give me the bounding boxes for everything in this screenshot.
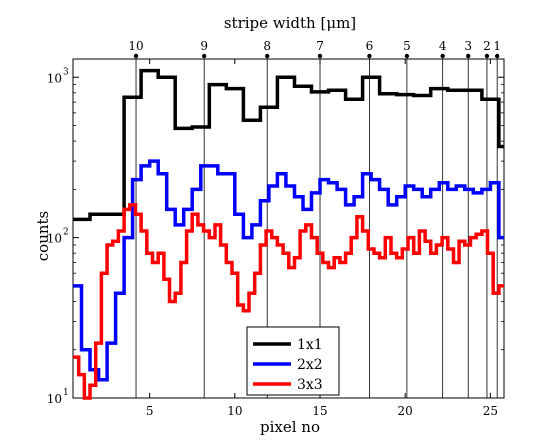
stripe-marker-label: 2	[483, 39, 491, 53]
series-line-2x2	[73, 159, 504, 382]
stripe-marker-dot	[367, 53, 372, 59]
x-tick-label: 25	[483, 404, 498, 418]
stripe-marker-dot	[201, 53, 207, 59]
stripe-marker-label: 3	[464, 39, 472, 53]
stripe-marker-dot	[265, 53, 270, 59]
chart-title: stripe width [μm]	[224, 14, 356, 32]
x-tick-label: 15	[312, 404, 327, 418]
stripe-marker-label: 10	[128, 39, 143, 53]
y-tick-exponent: 2	[63, 228, 69, 238]
stripe-marker-dot	[440, 53, 445, 59]
y-tick-exponent: 3	[63, 67, 69, 77]
y-tick-label: 10	[47, 71, 62, 85]
y-axis-label: counts	[34, 211, 52, 261]
stripe-marker-label: 4	[439, 39, 447, 53]
stripe-marker-dot	[317, 53, 323, 59]
axes-frame	[72, 58, 505, 399]
stripe-marker-dot	[133, 53, 139, 59]
stripe-marker-label: 5	[403, 39, 411, 53]
stripe-marker-dot	[466, 53, 471, 59]
series-line-3x3	[73, 203, 504, 400]
legend: 1x1 2x2 3x3	[246, 326, 340, 396]
stripe-marker-label: 6	[366, 39, 374, 53]
stripe-marker-label: 7	[316, 39, 324, 53]
x-tick-label: 10	[227, 404, 242, 418]
legend-label: 3x3	[297, 377, 323, 393]
x-tick-label: 5	[146, 404, 154, 418]
x-tick-label: 20	[398, 404, 413, 418]
legend-label: 1x1	[297, 337, 323, 353]
stripe-marker-label: 9	[200, 39, 208, 53]
legend-label: 2x2	[297, 357, 323, 373]
stripe-marker-label: 8	[263, 39, 271, 53]
stripe-marker-dot	[494, 53, 500, 59]
x-axis-label: pixel no	[260, 418, 320, 436]
y-tick-exponent: 1	[63, 388, 69, 398]
y-tick-label: 10	[47, 232, 62, 246]
stripe-marker-label: 1	[493, 39, 501, 53]
y-tick-label: 10	[47, 392, 62, 406]
stripe-marker-dot	[484, 53, 490, 59]
stripe-marker-dot	[404, 53, 410, 59]
series-line-1x1	[73, 68, 504, 222]
